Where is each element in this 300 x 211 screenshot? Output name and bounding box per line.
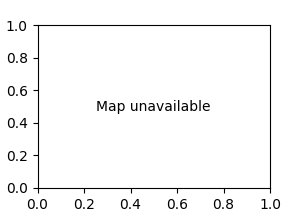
Text: Map unavailable: Map unavailable — [97, 100, 211, 114]
